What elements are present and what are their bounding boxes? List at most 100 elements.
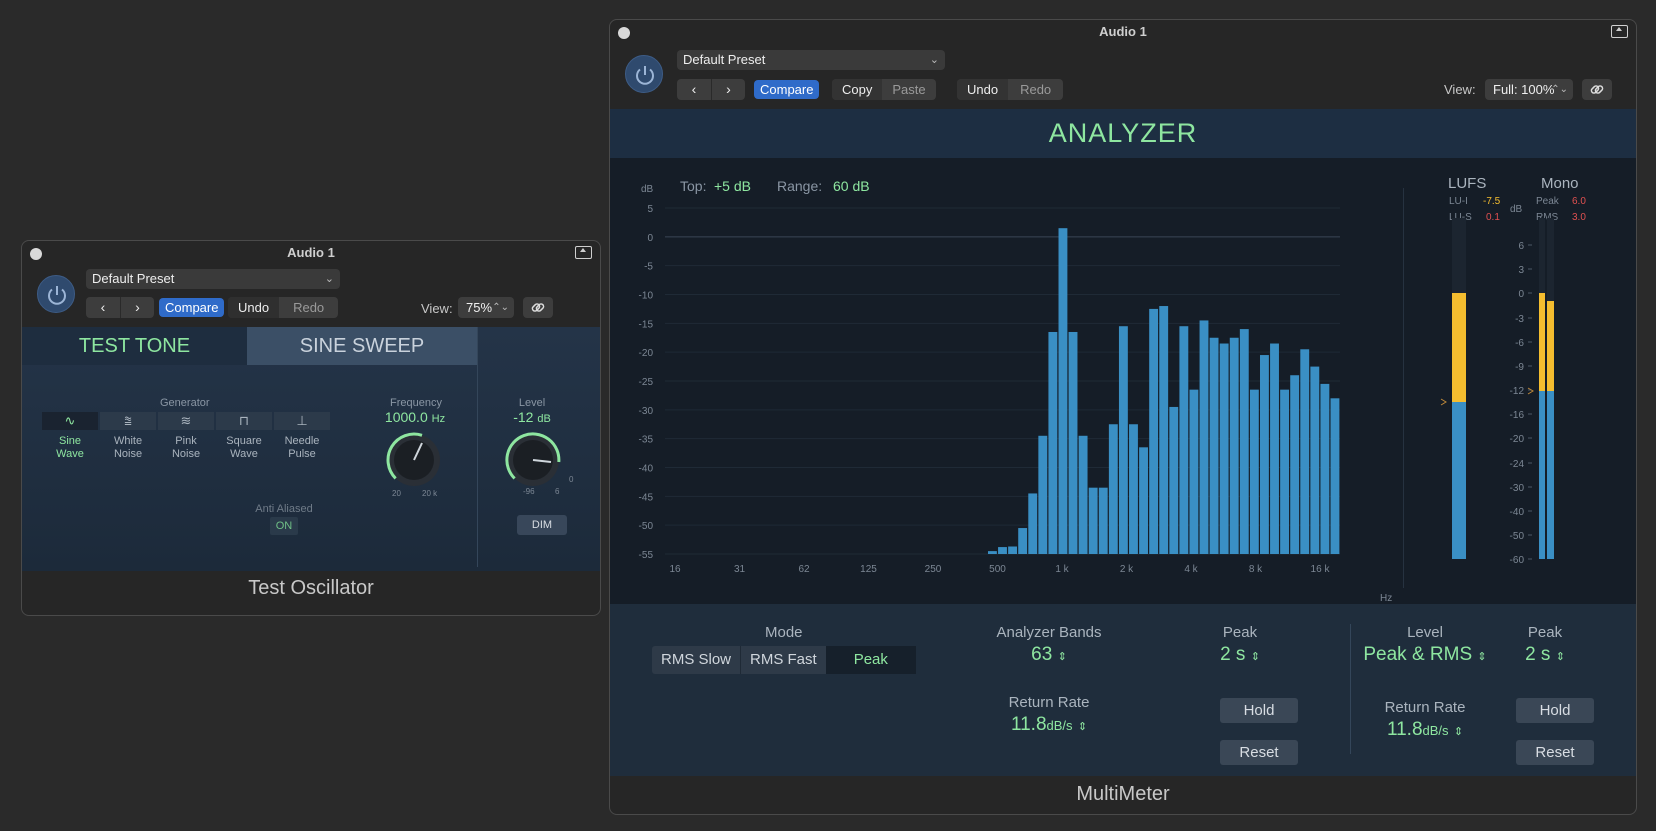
analyzer-bands-value: 63 xyxy=(1031,644,1053,665)
wave-button-4[interactable]: ⊥ Needle Pulse xyxy=(274,412,330,461)
analyzer-bands-select[interactable]: 63 ⇕ xyxy=(994,644,1104,666)
rms-label: RMS xyxy=(1536,212,1559,223)
spectrum-bar xyxy=(1169,406,1179,554)
return-rate2-select[interactable]: 11.8dB/s ⇕ xyxy=(1355,719,1495,741)
peak2-select[interactable]: 2 s ⇕ xyxy=(1510,644,1580,666)
wave-label-line2: Noise xyxy=(113,448,143,460)
link-icon xyxy=(1590,85,1604,94)
meter-tick-label: -6 xyxy=(1515,338,1524,349)
spectrum-bar xyxy=(1139,447,1148,554)
previous-preset-button[interactable]: ‹ xyxy=(691,81,697,97)
close-button[interactable] xyxy=(30,248,42,260)
reset2-button[interactable]: Reset xyxy=(1516,740,1594,765)
lufs-marker xyxy=(1440,398,1447,406)
divider xyxy=(477,327,478,567)
tab-sine-sweep[interactable]: SINE SWEEP xyxy=(247,327,477,365)
lus-value: 0.1 xyxy=(1486,212,1500,223)
spectrum-bar xyxy=(987,551,997,554)
wave-button-1[interactable]: ⩰ White Noise xyxy=(100,412,156,461)
compare-button[interactable]: Compare xyxy=(159,298,225,317)
wave-label-line1: Sine xyxy=(58,435,82,447)
meter-tick-label: -40 xyxy=(1510,507,1525,518)
analyzer-bands-label: Analyzer Bands xyxy=(996,624,1102,641)
hold-button[interactable]: Hold xyxy=(1220,698,1298,723)
wave-label-line2: Pulse xyxy=(288,448,316,460)
return-rate-select[interactable]: 11.8dB/s ⇕ xyxy=(994,714,1104,736)
anti-aliased-toggle[interactable]: ON xyxy=(270,517,298,535)
redo-button[interactable]: Redo xyxy=(1020,82,1052,97)
frequency-knob[interactable] xyxy=(385,431,443,489)
spectrum-bar xyxy=(1219,343,1229,554)
multimeter-window: Audio 1 Default Preset ⌄ ‹ › Compare Cop… xyxy=(609,19,1637,815)
mode-peak[interactable]: Peak xyxy=(825,646,916,674)
y-tick-label: -25 xyxy=(639,377,654,388)
peak-label: Peak xyxy=(1536,196,1559,207)
wave-button-3[interactable]: ⊓ Square Wave xyxy=(216,412,272,461)
x-tick-label: 500 xyxy=(989,564,1006,575)
spectrum-bar xyxy=(1179,326,1189,554)
spectrum-bar xyxy=(1249,389,1259,554)
redo-button[interactable]: Redo xyxy=(293,300,325,315)
close-button[interactable] xyxy=(618,27,630,39)
range-value[interactable]: 60 dB xyxy=(833,178,870,194)
mode-rms-slow[interactable]: RMS Slow xyxy=(661,651,732,668)
lufs-meter-lower xyxy=(1452,402,1466,559)
waveform-icon: ∿ xyxy=(42,412,98,430)
wave-label-line1: Needle xyxy=(284,435,320,447)
copy-button[interactable]: Copy xyxy=(832,79,883,100)
level-mode-select[interactable]: Peak & RMS ⇕ xyxy=(1355,644,1495,666)
lus-label: LU-S xyxy=(1449,212,1472,223)
plugin-name: Test Oscillator xyxy=(248,577,374,599)
expand-icon[interactable] xyxy=(575,246,592,259)
spectrum-bar xyxy=(1068,331,1078,554)
up-down-icon: ⇕ xyxy=(1250,651,1260,663)
top-value[interactable]: +5 dB xyxy=(714,178,751,194)
link-button[interactable] xyxy=(523,297,553,318)
next-preset-button[interactable]: › xyxy=(120,297,154,318)
spectrum-bar xyxy=(1159,306,1169,554)
up-down-icon: ⇕ xyxy=(1453,726,1464,738)
peak-hold-select[interactable]: 2 s ⇕ xyxy=(1205,644,1275,666)
expand-icon[interactable] xyxy=(1611,25,1628,38)
waveform-icon: ⩰ xyxy=(100,412,156,430)
level-knob[interactable] xyxy=(504,431,562,489)
compare-button[interactable]: Compare xyxy=(754,80,820,99)
generator-label: Generator xyxy=(160,397,210,409)
view-zoom-select[interactable]: 75% ⌃⌄ xyxy=(458,297,514,318)
meter-tick-label: -9 xyxy=(1515,362,1524,373)
undo-button[interactable]: Undo xyxy=(957,79,1009,100)
paste-button[interactable]: Paste xyxy=(892,82,926,97)
hold2-button[interactable]: Hold xyxy=(1516,698,1594,723)
level-meters: 6 3 0 -3 -6 -9 -12 -16 -20 -24 -30 -40 -50 -60 xyxy=(1440,218,1554,566)
preset-dropdown[interactable]: Default Preset ⌄ xyxy=(86,269,340,289)
x-tick-label: 16 xyxy=(669,564,681,575)
previous-preset-button[interactable]: ‹ xyxy=(100,299,106,315)
mode-selector: RMS Slow RMS Fast Peak xyxy=(652,646,916,674)
wave-button-0[interactable]: ∿ Sine Wave xyxy=(42,412,98,461)
tab-test-tone[interactable]: TEST TONE xyxy=(22,327,247,365)
undo-button[interactable]: Undo xyxy=(228,297,280,318)
preset-dropdown[interactable]: Default Preset ⌄ xyxy=(677,50,945,70)
x-tick-label: 62 xyxy=(798,564,810,575)
window-title: Audio 1 xyxy=(1099,24,1147,39)
meter-db-unit: dB xyxy=(1510,204,1523,215)
preset-label: Default Preset xyxy=(92,271,175,286)
meter-tick-label: -50 xyxy=(1510,531,1525,542)
return-rate2-value: 11.8 xyxy=(1386,719,1423,740)
peak-hold-value: 2 s xyxy=(1220,644,1246,665)
link-button[interactable] xyxy=(1582,79,1612,100)
dim-button[interactable]: DIM xyxy=(517,515,567,535)
y-tick-label: -10 xyxy=(639,291,654,302)
view-zoom-select[interactable]: Full: 100% ⌃⌄ xyxy=(1485,79,1573,100)
controls-panel: Mode RMS Slow RMS Fast Peak Analyzer Ban… xyxy=(610,604,1636,776)
y-tick-label: -45 xyxy=(639,492,654,503)
x-tick-label: 250 xyxy=(925,564,942,575)
next-preset-button[interactable]: › xyxy=(711,79,745,100)
mode-rms-fast[interactable]: RMS Fast xyxy=(740,646,826,674)
power-button[interactable] xyxy=(37,275,75,313)
x-tick-label: 8 k xyxy=(1249,564,1263,575)
spectrum-bar xyxy=(1118,326,1128,554)
wave-button-2[interactable]: ≋ Pink Noise xyxy=(158,412,214,461)
reset-button[interactable]: Reset xyxy=(1220,740,1298,765)
power-button[interactable] xyxy=(625,55,663,93)
